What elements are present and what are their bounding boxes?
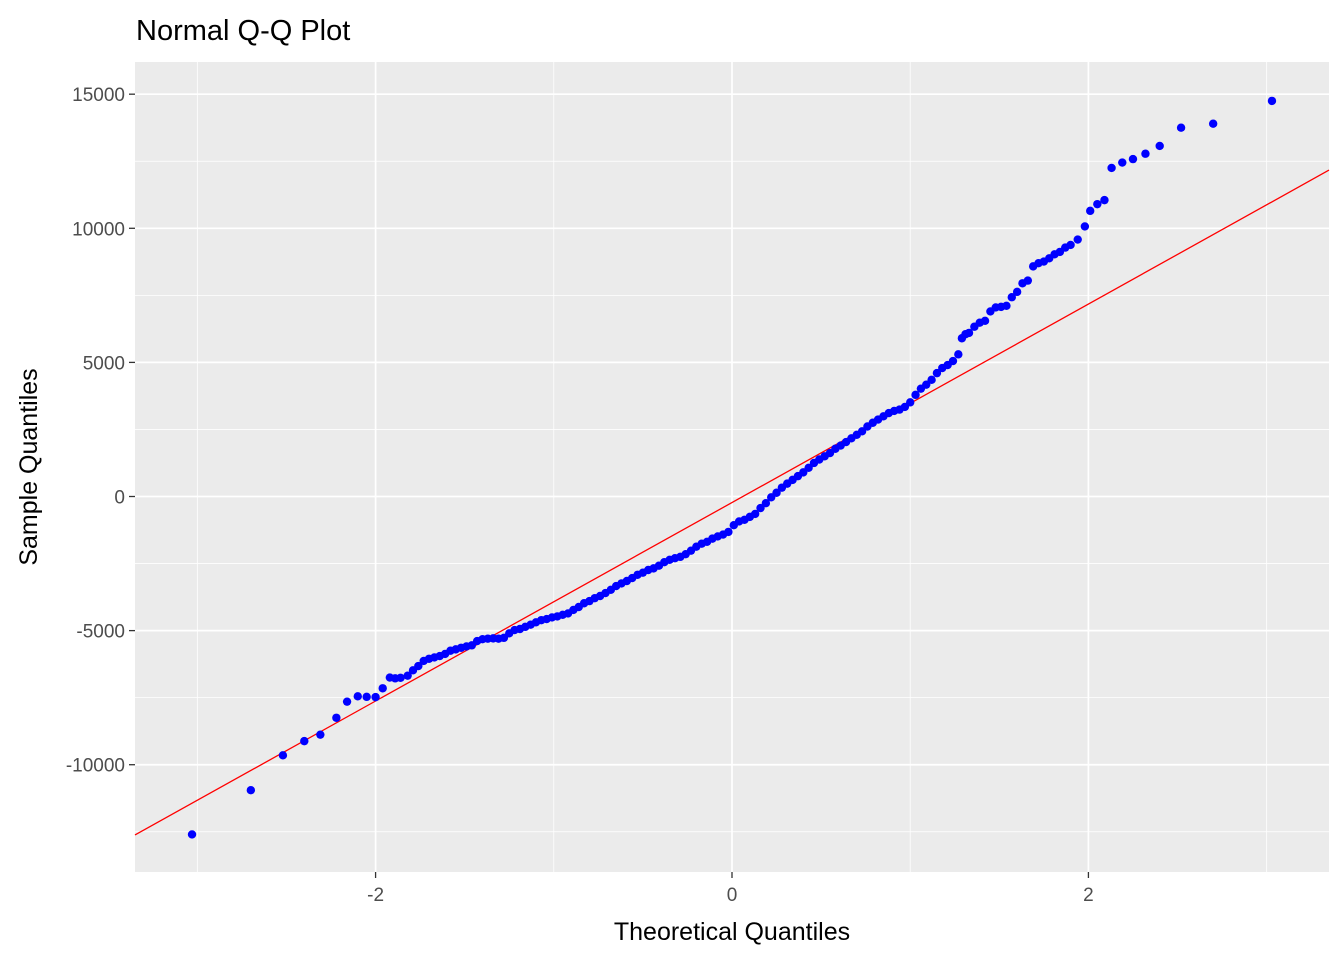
x-tick-label: 0 <box>727 885 738 906</box>
qq-point <box>278 751 288 760</box>
qq-point <box>857 427 867 436</box>
qq-point <box>1007 293 1016 302</box>
qq-point <box>1118 158 1127 167</box>
qq-point <box>1208 119 1218 128</box>
qq-point <box>804 463 813 473</box>
qq-point <box>932 368 942 378</box>
y-axis-title: Sample Quantiles <box>15 368 43 565</box>
qq-point <box>927 375 936 385</box>
qq-point <box>1023 276 1033 285</box>
data-points <box>187 96 1277 839</box>
qq-point <box>1073 235 1082 244</box>
qq-point <box>1080 222 1090 231</box>
y-tick-label: -5000 <box>76 622 125 643</box>
qq-point <box>761 499 771 508</box>
qq-point <box>187 830 197 839</box>
qq-point <box>1093 199 1102 209</box>
y-tick-label: -10000 <box>66 756 125 777</box>
qq-point <box>332 713 341 722</box>
chart-title: Normal Q-Q Plot <box>136 15 350 47</box>
qq-point <box>1107 163 1116 173</box>
qq-point <box>1176 123 1186 132</box>
x-axis-title: Theoretical Quantiles <box>614 918 850 946</box>
x-tick-label: -2 <box>367 885 384 906</box>
qq-point <box>772 488 781 497</box>
qq-point <box>396 673 405 683</box>
qq-point <box>750 509 760 519</box>
qq-point <box>378 684 387 693</box>
qq-point <box>362 692 371 702</box>
y-tick-label: 5000 <box>83 353 125 374</box>
x-axis-ticks: -2 0 2 <box>367 872 1094 906</box>
qq-point <box>316 730 325 739</box>
qq-point <box>922 380 931 389</box>
qq-reference-line <box>134 169 1330 836</box>
qq-point <box>1128 154 1138 164</box>
qq-point <box>948 356 958 366</box>
qq-point <box>1141 149 1150 158</box>
qq-point <box>911 390 920 400</box>
qq-point <box>1100 195 1109 205</box>
qq-point <box>414 661 423 671</box>
major-gridlines <box>135 62 1329 872</box>
qq-point <box>724 527 733 537</box>
qq-point <box>756 503 765 513</box>
qq-point <box>371 692 380 702</box>
qq-point <box>1066 240 1075 250</box>
x-tick-label: 2 <box>1083 885 1094 906</box>
qq-point <box>1086 206 1095 216</box>
y-tick-label: 0 <box>114 488 125 509</box>
qq-point <box>980 316 990 326</box>
qq-point <box>1002 301 1011 311</box>
qq-point <box>1155 141 1164 151</box>
reference-line-layer <box>134 169 1330 836</box>
qq-point <box>906 398 915 407</box>
qq-point <box>1012 287 1022 297</box>
qq-point <box>342 697 352 706</box>
qq-point <box>1267 96 1277 106</box>
qq-point <box>964 328 974 338</box>
qq-point <box>300 736 309 746</box>
y-tick-label: 15000 <box>72 85 125 106</box>
y-axis-ticks: -10000 -5000 0 5000 10000 15000 <box>66 85 135 777</box>
qq-point <box>954 350 963 359</box>
qq-point <box>246 785 256 795</box>
qq-point <box>353 692 362 701</box>
qq-point <box>403 671 412 680</box>
y-tick-label: 10000 <box>72 219 125 240</box>
